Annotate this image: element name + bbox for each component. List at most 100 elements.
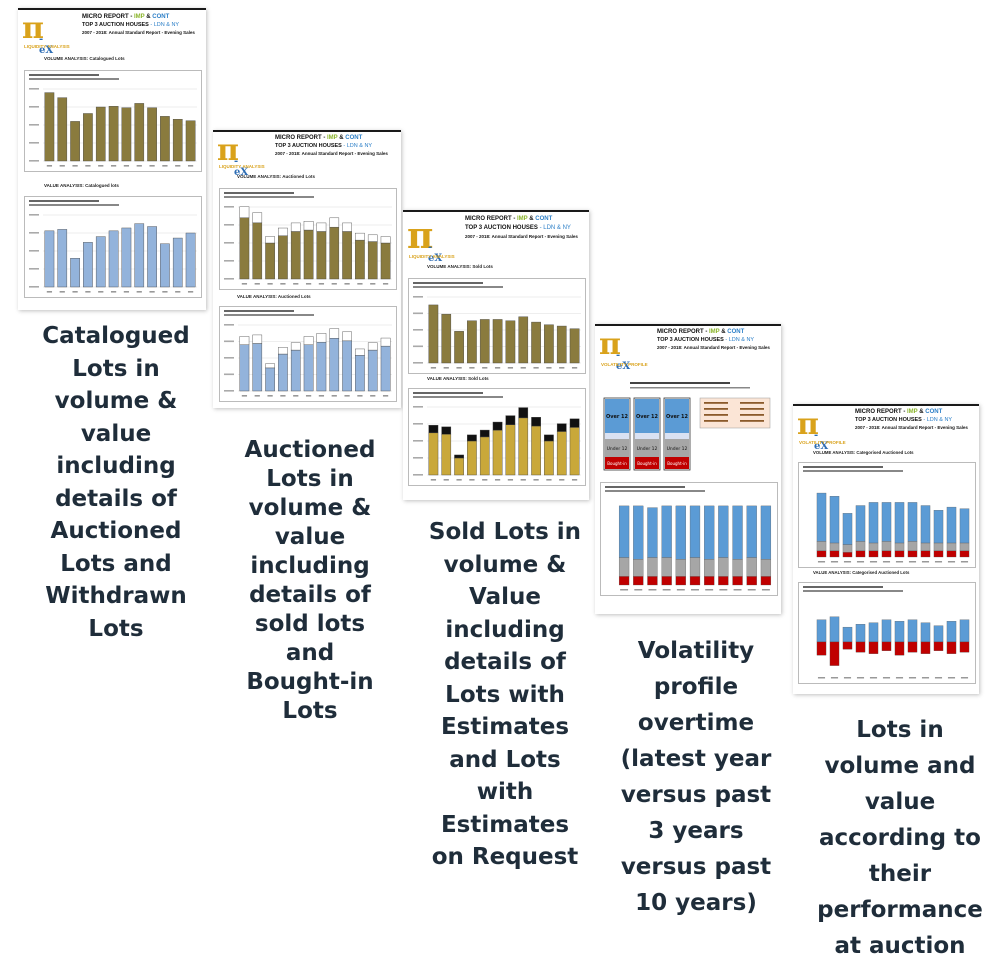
x-tick-label bbox=[110, 291, 117, 293]
bar-segment bbox=[556, 423, 567, 432]
caption-line: details of bbox=[249, 582, 371, 608]
bought-in-segment bbox=[635, 457, 659, 469]
section-value: VALUE ANALYSIS: Catalogued lots bbox=[44, 183, 119, 188]
caption-line: volume & bbox=[248, 495, 372, 521]
report-thumbnail-auctioned[interactable]: π -eX MICRO REPORT - IMP & CONT TOP 3 AU… bbox=[213, 130, 401, 408]
value-bar-chart bbox=[29, 200, 197, 293]
bar bbox=[265, 242, 275, 280]
bar bbox=[172, 119, 183, 162]
x-tick-label bbox=[571, 479, 578, 481]
x-tick-label bbox=[187, 165, 194, 167]
stacked-segment bbox=[675, 576, 686, 586]
caption-line: Lots in bbox=[266, 466, 354, 492]
x-tick-label bbox=[241, 283, 248, 285]
bar-segment bbox=[467, 434, 477, 442]
bar-segment bbox=[518, 407, 529, 419]
bar-segment bbox=[531, 417, 541, 427]
bar bbox=[44, 230, 55, 288]
stacked-segment bbox=[633, 505, 644, 560]
bar-segment bbox=[239, 336, 250, 345]
mid-segment bbox=[605, 433, 629, 439]
caption-line: overtime bbox=[637, 710, 755, 736]
pi-ex-logo: π -eX bbox=[407, 215, 443, 264]
x-tick-label bbox=[676, 589, 685, 591]
bar-segment bbox=[316, 333, 327, 343]
caption-line: according to bbox=[819, 825, 981, 851]
bar bbox=[380, 345, 391, 392]
stacked-segment bbox=[907, 550, 918, 558]
bar bbox=[367, 349, 378, 392]
caption-line: (latest year bbox=[620, 746, 772, 772]
caption-line: details of bbox=[444, 649, 566, 675]
caption-line: profile bbox=[653, 674, 739, 700]
bar-segment bbox=[454, 454, 464, 459]
stacked-segment bbox=[647, 557, 658, 577]
stacked-segment bbox=[618, 505, 630, 558]
report-period: 2007 - 2018: Annual Standard Report - Ev… bbox=[82, 30, 195, 35]
over-12-label: Over 12 bbox=[636, 414, 659, 420]
chart-panel-value bbox=[798, 582, 976, 684]
report-title: MICRO REPORT - IMP & CONT bbox=[275, 135, 363, 141]
x-tick-label bbox=[344, 395, 350, 397]
x-tick-label bbox=[430, 479, 437, 481]
x-tick-label bbox=[733, 589, 742, 591]
report-period: 2007 - 2018: Annual Standard Report - Ev… bbox=[657, 345, 770, 350]
x-tick-label bbox=[318, 283, 325, 285]
report-thumbnail-sold[interactable]: π -eX MICRO REPORT - IMP & CONT TOP 3 AU… bbox=[403, 210, 589, 500]
x-tick-label bbox=[293, 283, 299, 285]
chart-panel-volume bbox=[219, 188, 397, 290]
x-tick-label bbox=[110, 165, 117, 167]
stacked-segment bbox=[704, 559, 715, 577]
report-thumbnail-catalogued[interactable]: π -eX MICRO REPORT - IMP & CONT TOP 3 AU… bbox=[18, 8, 206, 310]
report-title: MICRO REPORT - IMP & CONT bbox=[465, 216, 553, 222]
caption-line: Auctioned bbox=[244, 437, 376, 463]
x-tick-label bbox=[719, 589, 728, 591]
x-tick-label bbox=[520, 479, 526, 481]
negative-segment bbox=[842, 641, 853, 650]
y-tick-label bbox=[413, 345, 423, 348]
x-tick-label bbox=[443, 479, 449, 481]
caption-line: Volatility bbox=[637, 638, 755, 664]
negative-segment bbox=[816, 641, 827, 656]
under-12-segment bbox=[635, 439, 659, 457]
y-tick-label bbox=[29, 160, 39, 162]
legend-line bbox=[740, 414, 764, 416]
stacked-segment bbox=[881, 619, 892, 643]
chart-note-line bbox=[224, 310, 294, 312]
x-tick-label bbox=[843, 677, 852, 679]
stacked-segment bbox=[907, 502, 918, 542]
x-tick-label bbox=[691, 589, 699, 591]
y-tick-label bbox=[413, 474, 423, 476]
caption-line: performance bbox=[817, 897, 983, 923]
section-value: VALUE ANALYSIS: Auctioned Lots bbox=[237, 294, 311, 299]
stacked-segment bbox=[661, 576, 672, 586]
bar-segment bbox=[569, 418, 580, 428]
section-value: VALUE ANALYSIS: Categorised Auctioned Lo… bbox=[813, 570, 910, 575]
caption-volatility: Volatility profile overtime (latest year ver… bbox=[596, 633, 796, 921]
bar bbox=[467, 320, 477, 364]
stacked-segment bbox=[881, 541, 892, 551]
x-tick-label bbox=[357, 395, 363, 397]
x-tick-label bbox=[482, 367, 488, 369]
x-tick-label bbox=[908, 561, 917, 563]
x-tick-label bbox=[761, 589, 770, 591]
chart-note-line bbox=[413, 396, 503, 398]
stacked-segment bbox=[855, 624, 866, 643]
report-thumbnail-performance[interactable]: π -eX MICRO REPORT - IMP & CONT TOP 3 AU… bbox=[793, 404, 979, 694]
x-tick-label bbox=[318, 395, 325, 397]
bar-segment bbox=[329, 217, 340, 228]
report-thumbnail-volatility[interactable]: π -eX MICRO REPORT - IMP & CONT TOP 3 AU… bbox=[595, 324, 781, 614]
x-tick-label bbox=[571, 367, 578, 369]
x-tick-label bbox=[921, 561, 930, 563]
stacked-segment bbox=[881, 550, 892, 558]
bar bbox=[355, 239, 365, 280]
bar bbox=[239, 344, 250, 392]
stacked-segment bbox=[718, 557, 729, 577]
x-tick-label bbox=[882, 561, 891, 563]
x-tick-label bbox=[469, 367, 475, 369]
bar bbox=[172, 237, 183, 288]
caption-line: Catalogued bbox=[42, 323, 190, 349]
x-tick-label bbox=[370, 283, 376, 285]
chart-note-line bbox=[224, 192, 294, 194]
negative-segment bbox=[855, 641, 866, 653]
